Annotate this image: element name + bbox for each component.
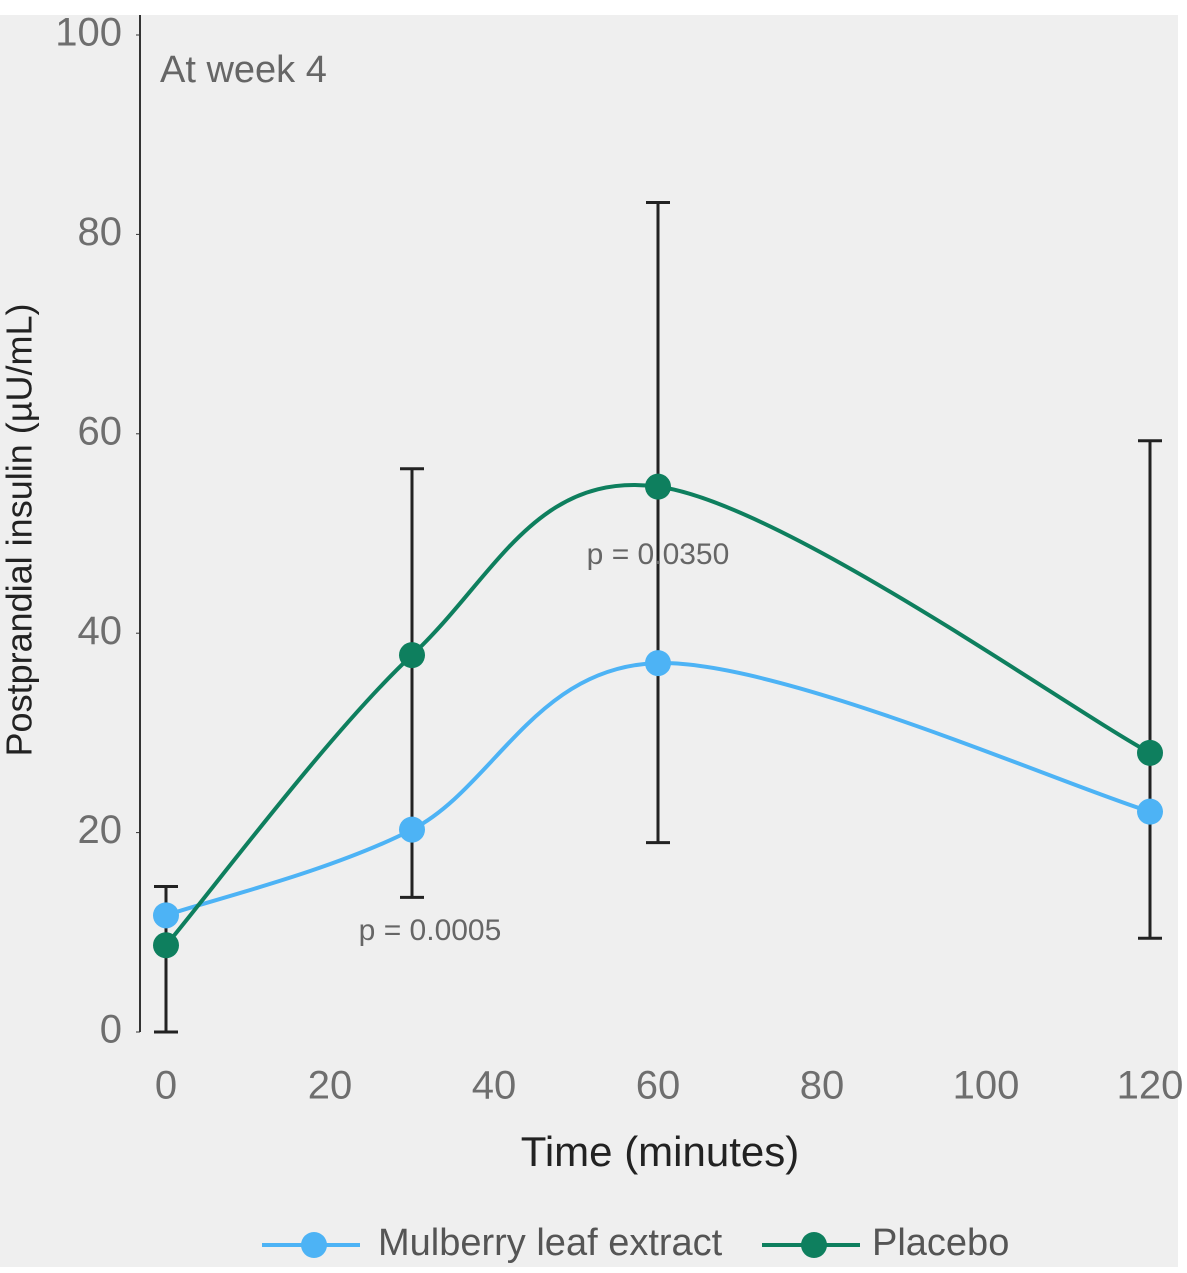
error-bar xyxy=(646,200,670,845)
chart-title: At week 4 xyxy=(160,49,327,91)
x-tick-label: 0 xyxy=(155,1064,177,1108)
annotation: p = 0.0350 xyxy=(587,538,730,571)
legend-marker xyxy=(301,1232,327,1258)
legend-marker xyxy=(801,1232,827,1258)
data-point xyxy=(1137,798,1163,825)
y-tick-label: 20 xyxy=(78,808,123,852)
y-tick-label: 0 xyxy=(100,1008,122,1052)
data-point xyxy=(645,650,671,677)
x-tick-label: 60 xyxy=(636,1064,681,1108)
x-tick-label: 120 xyxy=(1117,1064,1184,1108)
y-tick-label: 100 xyxy=(55,11,122,55)
series-line xyxy=(164,483,1151,947)
x-tick-label: 80 xyxy=(800,1064,845,1108)
legend-label: Placebo xyxy=(872,1222,1009,1264)
x-tick-label: 20 xyxy=(308,1064,353,1108)
error-bar xyxy=(1138,439,1162,940)
data-point xyxy=(1137,739,1163,766)
x-axis-label: Time (minutes) xyxy=(521,1128,799,1175)
x-tick-label: 40 xyxy=(472,1064,517,1108)
data-point xyxy=(153,902,179,929)
y-tick-label: 40 xyxy=(78,609,123,653)
y-tick-label: 60 xyxy=(78,409,123,453)
y-axis-label: Postprandial insulin (µU/mL) xyxy=(0,304,40,757)
series-line xyxy=(165,661,1151,918)
legend-label: Mulberry leaf extract xyxy=(378,1222,723,1264)
data-point xyxy=(399,642,425,669)
y-tick-label: 80 xyxy=(78,210,123,254)
data-point xyxy=(399,816,425,843)
data-point xyxy=(645,473,671,500)
x-tick-label: 100 xyxy=(953,1064,1020,1108)
plot-background xyxy=(0,15,1178,1267)
data-point xyxy=(153,932,179,959)
annotation: p = 0.0005 xyxy=(359,914,502,947)
